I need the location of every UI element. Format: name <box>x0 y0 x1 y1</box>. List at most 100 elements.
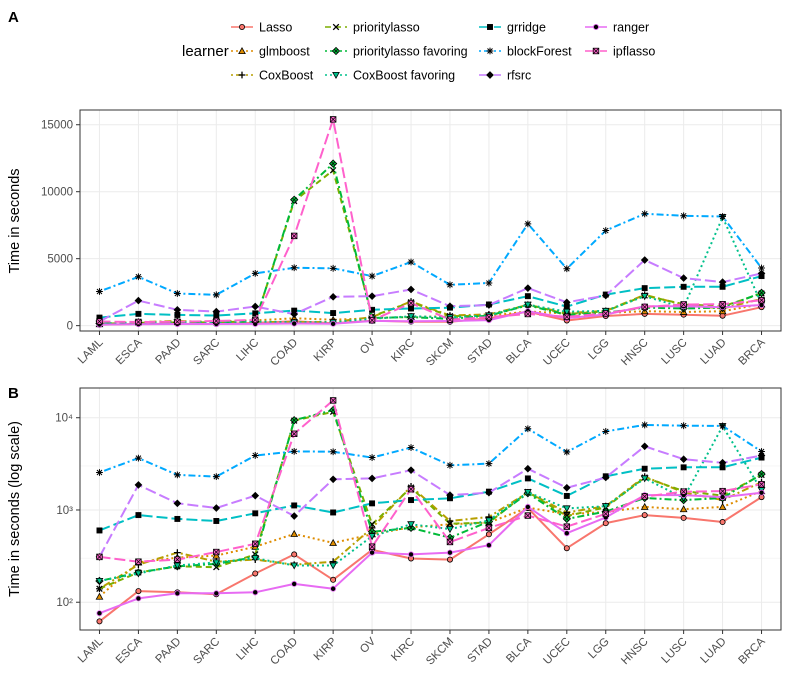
data-point-ipflasso-kirc <box>407 485 415 493</box>
data-point-lasso-lihc <box>252 570 259 577</box>
data-point-ipflasso-coad <box>290 430 298 437</box>
data-point-prioritylasso-favoring-coad <box>290 195 299 204</box>
data-point-rfsrc-skcm <box>446 491 454 499</box>
data-point-rfsrc-lihc <box>251 302 260 311</box>
data-point-coxboost-favoring-hnsc <box>640 293 649 301</box>
x-tick-label-kirc: KIRC <box>389 636 417 664</box>
data-point-glmboost-hnsc <box>640 502 649 510</box>
y-axis-title: Time in seconds (log scale) <box>7 421 23 597</box>
data-point-coxboost-favoring-esca <box>134 570 143 578</box>
legend-item-grridge: grridge <box>479 21 546 35</box>
y-tick-label: 15000 <box>41 120 73 132</box>
data-point-rfsrc-sarc <box>212 504 221 512</box>
legend-item-glmboost: glmboost <box>231 45 310 59</box>
data-point-glmboost-lusc <box>679 505 688 513</box>
series-line-grridge <box>99 456 762 532</box>
data-point-coxboost-favoring-laml <box>95 577 104 585</box>
x-tick-label-kirc: KIRC <box>389 337 417 365</box>
series-rfsrc <box>95 442 766 561</box>
data-point-rfsrc-brca <box>757 451 766 460</box>
data-point-blockforest-esca <box>135 454 142 462</box>
legend-label: CoxBoost <box>259 69 314 83</box>
data-point-rfsrc-lgg <box>601 473 610 482</box>
data-point-blockforest-skcm <box>446 461 454 469</box>
data-point-ipflasso-kirp <box>329 397 337 404</box>
data-point-ipflasso-blca <box>524 310 532 318</box>
data-point-coxboost-favoring-kirc <box>407 521 415 529</box>
data-point-ipflasso-kirp <box>329 116 337 123</box>
data-point-lasso-laml <box>96 618 103 625</box>
y-tick-label: 10² <box>56 597 73 609</box>
legend-label: grridge <box>507 21 546 35</box>
data-point-blockforest-luad <box>719 422 726 430</box>
data-point-blockforest-luad <box>719 213 726 220</box>
data-point-blockforest-ucec <box>563 448 571 456</box>
data-point-blockforest-hnsc <box>641 421 649 429</box>
data-point-ipflasso-brca <box>758 296 765 304</box>
legend-label: prioritylasso <box>353 21 420 35</box>
data-point-coxboost-favoring-kirc <box>407 313 415 321</box>
data-point-coxboost-favoring-blca <box>523 301 532 309</box>
data-point-grridge-blca <box>524 475 531 482</box>
data-point-rfsrc-brca <box>757 269 766 278</box>
y-tick-label: 0 <box>67 321 73 333</box>
data-point-coxboost-favoring-sarc <box>212 559 221 567</box>
x-tick-label-paad: PAAD <box>153 636 183 666</box>
data-point-rfsrc-lusc <box>679 274 688 282</box>
data-point-ipflasso-coad <box>290 232 298 240</box>
series-line-rfsrc <box>99 259 762 323</box>
data-point-ranger-stad <box>485 542 492 549</box>
series-ipflasso <box>96 116 765 326</box>
legend-item-coxboost-favoring: CoxBoost favoring <box>325 69 455 83</box>
data-point-rfsrc-blca <box>524 464 532 473</box>
x-tick-label-brca: BRCA <box>737 635 768 666</box>
data-point-ipflasso-stad <box>485 524 493 532</box>
data-point-ipflasso-ov <box>368 317 376 324</box>
data-point-ipflasso-paad <box>174 318 181 325</box>
data-point-rfsrc-stad <box>485 488 493 497</box>
data-point-ipflasso-ov <box>368 543 376 550</box>
data-point-blockforest-hnsc <box>641 210 649 218</box>
data-point-coxboost-favoring-ov <box>368 533 376 541</box>
data-point-rfsrc-ov <box>368 474 376 483</box>
data-point-coxboost-favoring-stad <box>485 517 493 525</box>
legend-key-marker <box>593 23 600 30</box>
plot-background <box>80 110 781 331</box>
data-point-lasso-luad <box>719 519 726 526</box>
data-point-blockforest-esca <box>135 273 142 281</box>
data-point-blockforest-sarc <box>212 291 220 299</box>
data-point-glmboost-sarc <box>212 551 221 559</box>
legend-item-rfsrc: rfsrc <box>479 69 531 83</box>
panel-border <box>79 387 782 631</box>
data-point-blockforest-skcm <box>446 281 454 289</box>
data-point-blockforest-lusc <box>680 212 688 220</box>
data-point-rfsrc-coad <box>290 512 299 520</box>
x-tick-label-lihc: LIHC <box>234 636 261 663</box>
data-point-blockforest-blca <box>524 425 532 433</box>
data-point-blockforest-lihc <box>251 270 259 277</box>
data-point-grridge-lihc <box>252 510 259 517</box>
legend-item-ipflasso: ipflasso <box>585 45 655 59</box>
series-line-prioritylasso <box>99 410 762 590</box>
legend-key-marker <box>332 23 340 31</box>
series-blockforest <box>96 210 765 299</box>
data-point-ipflasso-hnsc <box>641 303 648 311</box>
data-point-blockforest-blca <box>524 220 532 228</box>
data-point-ipflasso-lusc <box>680 488 687 495</box>
legend-item-prioritylasso-favoring: prioritylasso favoring <box>325 45 468 59</box>
x-tick-label-blca: BLCA <box>504 635 534 665</box>
data-point-lasso-kirp <box>330 576 337 583</box>
x-tick-label-ucec: UCEC <box>541 337 573 369</box>
x-tick-label-lusc: LUSC <box>660 337 690 367</box>
data-point-ipflasso-lusc <box>680 301 687 308</box>
data-point-rfsrc-hnsc <box>640 442 649 451</box>
data-point-coxboost-favoring-ucec <box>562 505 571 513</box>
data-point-rfsrc-luad <box>718 278 727 286</box>
data-point-rfsrc-kirp <box>329 475 337 484</box>
data-point-grridge-ov <box>369 500 376 507</box>
x-tick-label-esca: ESCA <box>114 336 145 367</box>
legend: learner Lasso glmboost CoxBoost prioritylas… <box>182 21 655 83</box>
x-tick-label-luad: LUAD <box>699 636 729 666</box>
series-ipflasso <box>96 397 765 565</box>
